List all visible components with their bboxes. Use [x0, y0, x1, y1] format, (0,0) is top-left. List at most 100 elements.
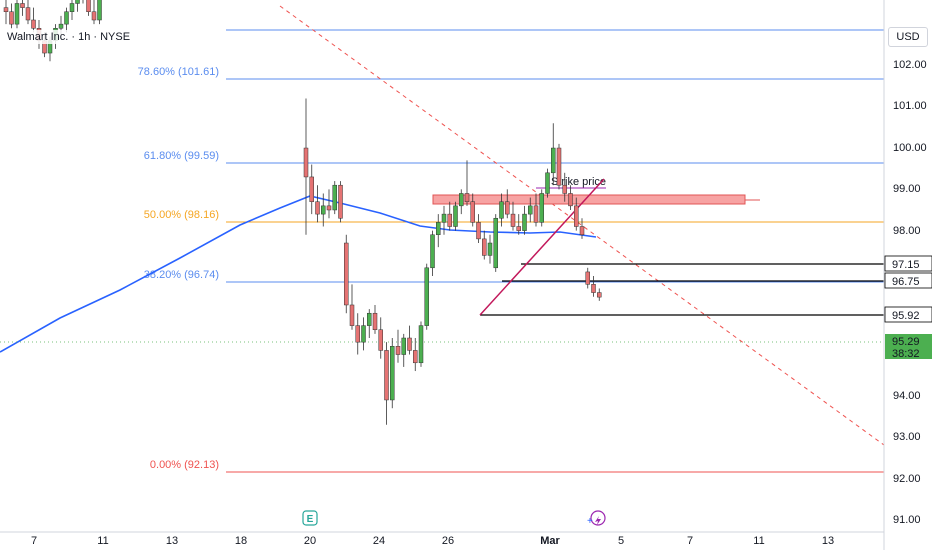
candles — [3, 0, 602, 425]
price-tick-label: 100.00 — [893, 142, 927, 154]
candle-body — [510, 213, 516, 227]
candle — [413, 338, 418, 372]
candle — [510, 201, 516, 231]
candle-body — [395, 346, 401, 355]
candle-body — [505, 201, 510, 215]
candle-body — [97, 0, 102, 21]
candle — [97, 0, 102, 25]
candle — [338, 181, 343, 223]
time-tick-label: 7 — [687, 535, 693, 547]
price-tick-label: 91.00 — [893, 514, 921, 526]
candle — [355, 313, 360, 355]
last-price-text: 95.29 — [892, 336, 920, 348]
fib-retracement[interactable]: 78.60% (101.61) 61.80% (99.59) 50.00% (98.… — [138, 29, 884, 473]
candle-body — [579, 226, 585, 236]
earnings-icon: E — [302, 510, 318, 526]
candle-body — [355, 325, 360, 343]
candle — [378, 317, 383, 359]
candle — [25, 0, 31, 25]
candle — [401, 333, 406, 367]
candle-body — [75, 0, 80, 4]
dividend-icon-bolt — [595, 516, 601, 525]
candle-body — [447, 213, 452, 227]
candle-body — [344, 242, 349, 306]
candle — [91, 0, 97, 25]
candle-body — [528, 205, 533, 215]
candle — [349, 284, 355, 330]
candle-body — [436, 222, 441, 236]
rising-trendline — [479, 178, 605, 316]
candle-body — [372, 312, 378, 331]
price-tick-label: 99.00 — [893, 183, 921, 195]
candle — [556, 143, 562, 190]
bar-countdown-text: 38:32 — [892, 348, 920, 360]
price-tick-label: 98.00 — [893, 225, 921, 237]
price-label-box — [884, 306, 932, 323]
dividend-icon — [590, 510, 606, 526]
candle-body — [69, 3, 75, 12]
candle — [505, 189, 510, 219]
candle-body — [533, 205, 539, 223]
price-tick-label: 92.00 — [893, 473, 921, 485]
candle — [418, 321, 424, 367]
candle — [591, 276, 596, 297]
drawings[interactable]: Strike price — [0, 5, 885, 446]
candle — [568, 185, 573, 210]
fib-level-label: 61.80% (99.59) — [144, 150, 219, 162]
fib-level-label: 78.60% (101.61) — [138, 66, 219, 78]
candle — [372, 304, 378, 334]
candle — [390, 338, 395, 409]
candle-body — [562, 184, 567, 194]
candle-body — [326, 205, 332, 211]
price-label-text: 97.15 — [892, 259, 920, 271]
candle-body — [487, 242, 493, 256]
candle — [453, 201, 458, 231]
candle-body — [585, 271, 590, 285]
candle-body — [86, 0, 91, 12]
candle-body — [315, 201, 320, 215]
candle-body — [3, 7, 9, 12]
candle-body — [14, 3, 20, 25]
candle — [3, 0, 9, 25]
price-label-box — [884, 255, 932, 272]
candle-body — [482, 238, 487, 256]
candle — [69, 0, 75, 20]
fib-level-label: 50.00% (98.16) — [144, 209, 219, 221]
currency-selector[interactable]: USD — [888, 27, 928, 47]
candle-body — [25, 7, 31, 21]
candle — [470, 193, 475, 227]
candle-body — [551, 147, 556, 174]
time-tick-label: 18 — [235, 535, 247, 547]
candle-body — [384, 350, 389, 401]
symbol-title[interactable]: Walmart Inc. · 1h · NYSE — [4, 30, 134, 44]
candle — [9, 3, 14, 29]
candle-body — [361, 325, 366, 343]
time-tick-label: 26 — [442, 535, 454, 547]
candle-body — [31, 19, 36, 29]
candle — [361, 317, 366, 351]
price-label-text: 96.75 — [892, 276, 920, 288]
candle-body — [303, 147, 309, 178]
time-tick-label: 24 — [373, 535, 385, 547]
candle — [315, 185, 320, 223]
price-tick-label: 93.00 — [893, 431, 921, 443]
candle — [309, 164, 314, 215]
candle — [585, 267, 590, 289]
candle — [31, 7, 36, 33]
candle — [303, 98, 309, 235]
time-tick-label: Mar — [540, 535, 560, 547]
candle — [82, 0, 84, 4]
candle — [528, 197, 533, 223]
candle-body — [556, 147, 562, 186]
price-tick-label: 101.00 — [893, 100, 927, 112]
last-price-box — [885, 334, 932, 359]
candle-body — [401, 337, 406, 355]
candle-body — [591, 284, 596, 293]
candle — [574, 197, 579, 231]
candle-body — [349, 304, 355, 326]
time-tick-label: 5 — [618, 535, 624, 547]
candle — [476, 214, 481, 244]
candle-body — [9, 11, 14, 25]
candle — [493, 214, 498, 272]
